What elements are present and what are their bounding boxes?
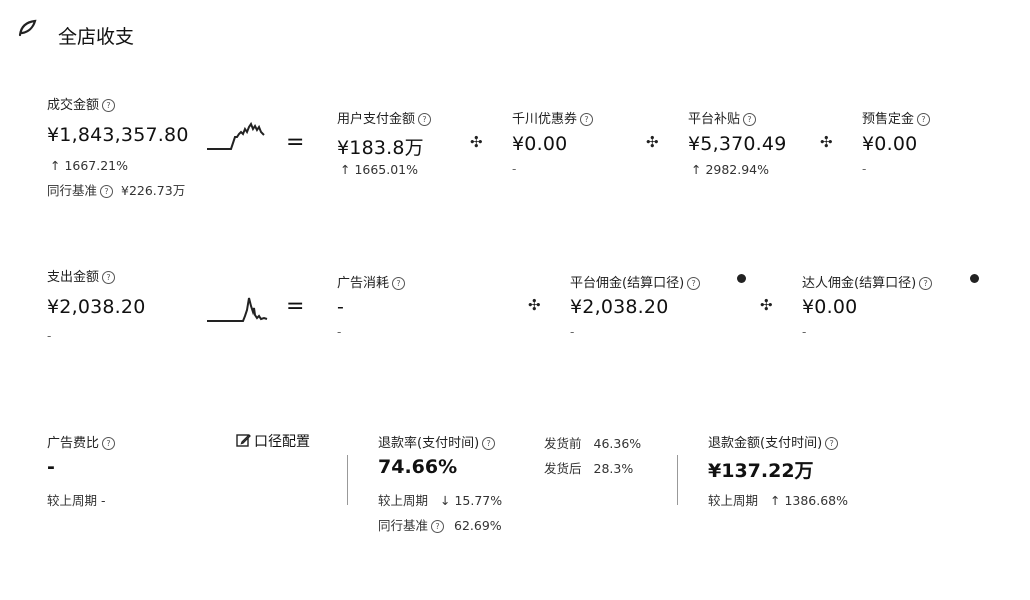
config-button[interactable]: 口径配置 — [236, 431, 310, 451]
expense-item-change: - — [570, 325, 575, 339]
refund-amount-label-wrap: 退款金额(支付时间)? — [708, 432, 839, 451]
equals-sign: = — [286, 294, 305, 319]
benchmark-value: 62.69% — [454, 518, 502, 533]
plus-icon: ✣ — [646, 133, 659, 151]
income-item-change: ↑ 2982.94% — [691, 162, 770, 177]
refund-amount-value: ¥137.22万 — [708, 460, 814, 482]
expense-item-label-wrap: 广告消耗? — [337, 272, 406, 291]
help-icon[interactable]: ? — [102, 437, 116, 450]
income-item-value: ¥183.8万 — [337, 137, 424, 159]
income-benchmark: 同行基准? ¥226.73万 — [47, 180, 185, 199]
help-icon[interactable]: ? — [825, 437, 839, 450]
expense-item-label: 平台佣金(结算口径) — [570, 276, 685, 291]
refund-rate-compare: 较上周期 ↓ 15.77% — [378, 490, 502, 509]
income-item-value: ¥0.00 — [862, 133, 918, 155]
income-item-value: ¥0.00 — [512, 133, 568, 155]
help-icon[interactable]: ? — [392, 277, 406, 290]
refund-rate-label-wrap: 退款率(支付时间)? — [378, 432, 496, 451]
after-value: 28.3% — [593, 461, 634, 476]
edit-icon — [236, 434, 251, 447]
refund-rate-benchmark: 同行基准? 62.69% — [378, 515, 502, 534]
plus-icon: ✣ — [820, 133, 833, 151]
income-item-label: 千川优惠券 — [512, 112, 578, 127]
income-change: ↑ 1667.21% — [50, 158, 129, 173]
compare-label: 较上周期 — [378, 493, 429, 508]
ad-ratio-compare: 较上周期 - — [47, 493, 106, 508]
help-icon[interactable]: ? — [102, 271, 116, 284]
income-item-label-wrap: 预售定金? — [862, 108, 931, 127]
income-value: ¥1,843,357.80 — [47, 124, 189, 146]
leaf-icon — [18, 19, 37, 37]
plus-icon: ✣ — [470, 133, 483, 151]
expense-item-change: - — [802, 325, 807, 339]
refund-rate-label: 退款率(支付时间) — [378, 436, 480, 451]
expense-item-label: 广告消耗 — [337, 276, 390, 291]
page-title: 全店收支 — [58, 26, 135, 48]
benchmark-value: ¥226.73万 — [121, 183, 186, 198]
before-label: 发货前 — [544, 436, 582, 451]
expense-item-label-wrap: 达人佣金(结算口径)? — [802, 272, 933, 291]
income-item-change: - — [512, 162, 517, 176]
expense-item-change: - — [337, 325, 342, 339]
expense-sparkline — [207, 297, 268, 322]
income-item-label-wrap: 平台补贴? — [688, 108, 757, 127]
ad-ratio-label: 广告费比 — [47, 436, 100, 451]
expense-change: - — [47, 329, 52, 343]
income-item-label: 平台补贴 — [688, 112, 741, 127]
config-label: 口径配置 — [254, 434, 310, 450]
ad-ratio-value: - — [47, 456, 55, 478]
help-icon[interactable]: ? — [102, 99, 116, 112]
plus-icon: ✣ — [528, 296, 541, 314]
help-icon[interactable]: ? — [687, 277, 701, 290]
expense-value: ¥2,038.20 — [47, 296, 146, 318]
equals-sign: = — [286, 130, 305, 155]
refund-after: 发货后 28.3% — [544, 458, 633, 477]
income-item-label: 预售定金 — [862, 112, 915, 127]
after-label: 发货后 — [544, 461, 582, 476]
benchmark-label: 同行基准 — [47, 183, 98, 198]
help-icon[interactable]: ? — [919, 277, 933, 290]
divider — [347, 455, 348, 505]
income-item-label: 用户支付金额 — [337, 112, 416, 127]
help-icon[interactable]: ? — [743, 113, 757, 126]
help-icon[interactable]: ? — [917, 113, 931, 126]
help-icon[interactable]: ? — [482, 437, 496, 450]
divider — [677, 455, 678, 505]
help-icon[interactable]: ? — [100, 185, 114, 198]
refund-before: 发货前 46.36% — [544, 433, 641, 452]
help-icon[interactable]: ? — [580, 113, 594, 126]
benchmark-label: 同行基准 — [378, 518, 429, 533]
dot-icon — [970, 274, 979, 283]
expense-label-wrap: 支出金额? — [47, 266, 116, 285]
dot-icon — [737, 274, 746, 283]
expense-item-value: ¥0.00 — [802, 296, 858, 318]
expense-item-label-wrap: 平台佣金(结算口径)? — [570, 272, 701, 291]
ad-ratio-label-wrap: 广告费比? — [47, 432, 116, 451]
before-value: 46.36% — [593, 436, 642, 451]
expense-label: 支出金额 — [47, 270, 100, 285]
help-icon[interactable]: ? — [418, 113, 432, 126]
compare-value: ↓ 15.77% — [440, 493, 503, 508]
income-item-value: ¥5,370.49 — [688, 133, 787, 155]
income-item-label-wrap: 千川优惠券? — [512, 108, 594, 127]
income-item-label-wrap: 用户支付金额? — [337, 108, 432, 127]
income-label: 成交金额 — [47, 98, 100, 113]
expense-item-label: 达人佣金(结算口径) — [802, 276, 917, 291]
help-icon[interactable]: ? — [431, 520, 445, 533]
refund-rate-value: 74.66% — [378, 456, 458, 478]
income-item-change: ↑ 1665.01% — [340, 162, 419, 177]
expense-item-value: - — [337, 296, 345, 318]
income-sparkline — [207, 121, 265, 150]
income-item-change: - — [862, 162, 867, 176]
refund-amount-compare: 较上周期 ↑ 1386.68% — [708, 490, 848, 509]
expense-item-value: ¥2,038.20 — [570, 296, 669, 318]
income-label-wrap: 成交金额? — [47, 94, 116, 113]
refund-amount-label: 退款金额(支付时间) — [708, 436, 823, 451]
plus-icon: ✣ — [760, 296, 773, 314]
compare-label: 较上周期 — [708, 493, 759, 508]
compare-value: ↑ 1386.68% — [770, 493, 849, 508]
